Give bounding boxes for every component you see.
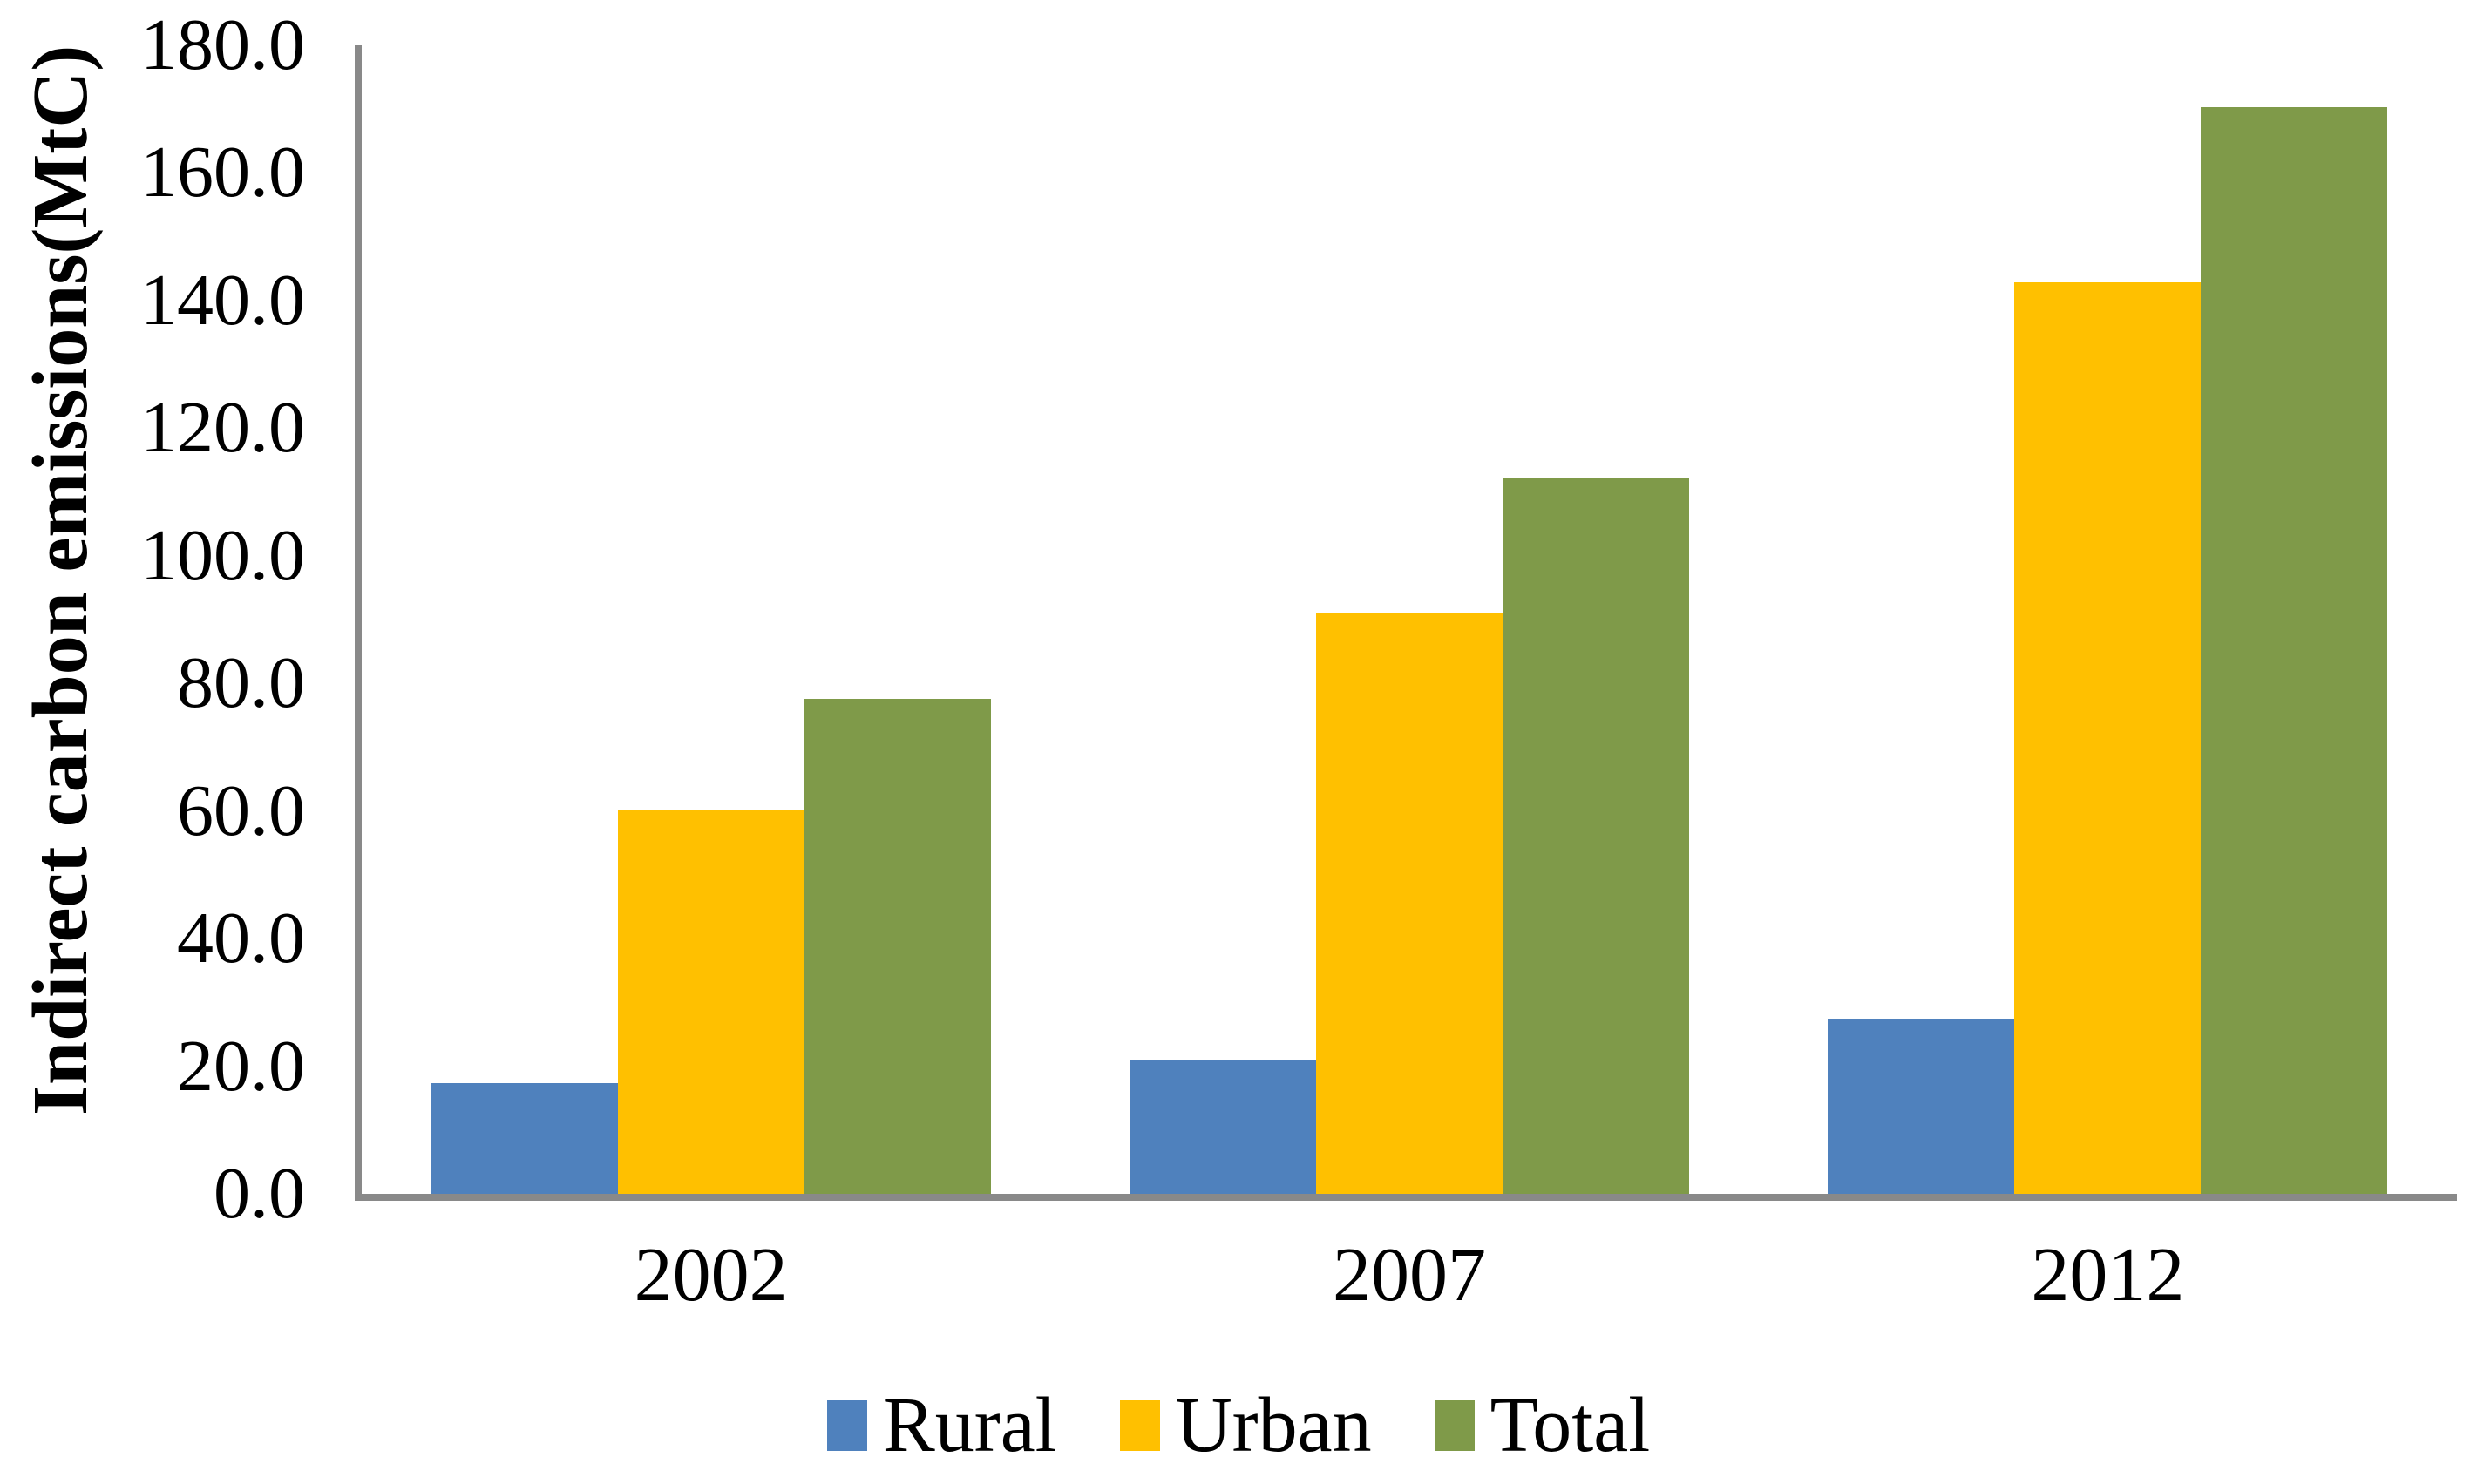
legend-item-urban: Urban: [1119, 1382, 1372, 1469]
x-category-label: 2002: [634, 1233, 788, 1318]
y-tick-label: 80.0: [177, 642, 305, 724]
legend-swatch-urban: [1119, 1400, 1160, 1451]
bar-rural-2007: [1130, 1059, 1316, 1194]
bar-urban-2007: [1316, 613, 1503, 1194]
x-category-label: 2012: [2031, 1233, 2185, 1318]
plot-area: [355, 45, 2457, 1201]
legend-swatch-rural: [826, 1400, 867, 1451]
legend-label: Total: [1490, 1382, 1651, 1468]
legend-item-total: Total: [1434, 1382, 1651, 1469]
legend-swatch-total: [1434, 1400, 1475, 1451]
legend: Rural Urban Total: [0, 1382, 2477, 1469]
y-tick-label: 120.0: [140, 387, 305, 469]
y-tick-label: 60.0: [177, 769, 305, 851]
bar-total-2012: [2201, 107, 2388, 1194]
y-tick-label: 20.0: [177, 1025, 305, 1107]
y-tick-label: 140.0: [140, 259, 305, 341]
y-tick-label: 160.0: [140, 132, 305, 213]
legend-label: Rural: [882, 1382, 1057, 1468]
y-tick-label: 0.0: [214, 1153, 305, 1234]
bar-urban-2012: [2014, 282, 2202, 1194]
legend-item-rural: Rural: [826, 1382, 1057, 1469]
y-tick-label: 180.0: [140, 4, 305, 85]
bar-urban-2002: [617, 810, 804, 1194]
bar-rural-2012: [1828, 1018, 2015, 1194]
bar-total-2002: [804, 698, 991, 1194]
y-tick-label: 100.0: [140, 514, 305, 596]
x-category-label: 2007: [1333, 1233, 1486, 1318]
y-tick-label: 40.0: [177, 898, 305, 979]
bar-rural-2002: [431, 1082, 618, 1194]
bar-total-2007: [1503, 478, 1689, 1194]
legend-label: Urban: [1175, 1382, 1372, 1468]
